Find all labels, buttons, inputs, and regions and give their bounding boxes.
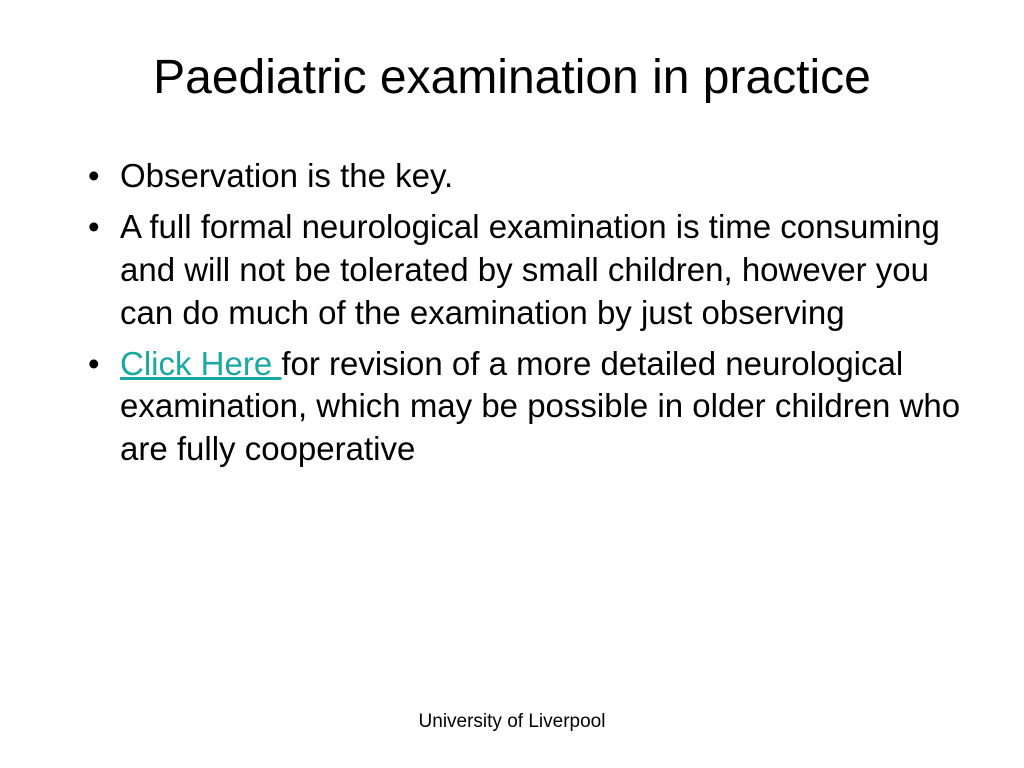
slide-title: Paediatric examination in practice bbox=[60, 50, 964, 105]
bullet-list: Observation is the key. A full formal ne… bbox=[80, 155, 964, 471]
slide-container: Paediatric examination in practice Obser… bbox=[0, 0, 1024, 768]
bullet-text: Observation is the key. bbox=[120, 157, 453, 194]
slide-content: Observation is the key. A full formal ne… bbox=[60, 155, 964, 728]
bullet-item: A full formal neurological examination i… bbox=[80, 206, 964, 335]
bullet-item: Click Here for revision of a more detail… bbox=[80, 343, 964, 472]
bullet-item: Observation is the key. bbox=[80, 155, 964, 198]
bullet-text: A full formal neurological examination i… bbox=[120, 208, 940, 331]
slide-footer: University of Liverpool bbox=[0, 711, 1024, 733]
click-here-link[interactable]: Click Here bbox=[120, 345, 281, 382]
